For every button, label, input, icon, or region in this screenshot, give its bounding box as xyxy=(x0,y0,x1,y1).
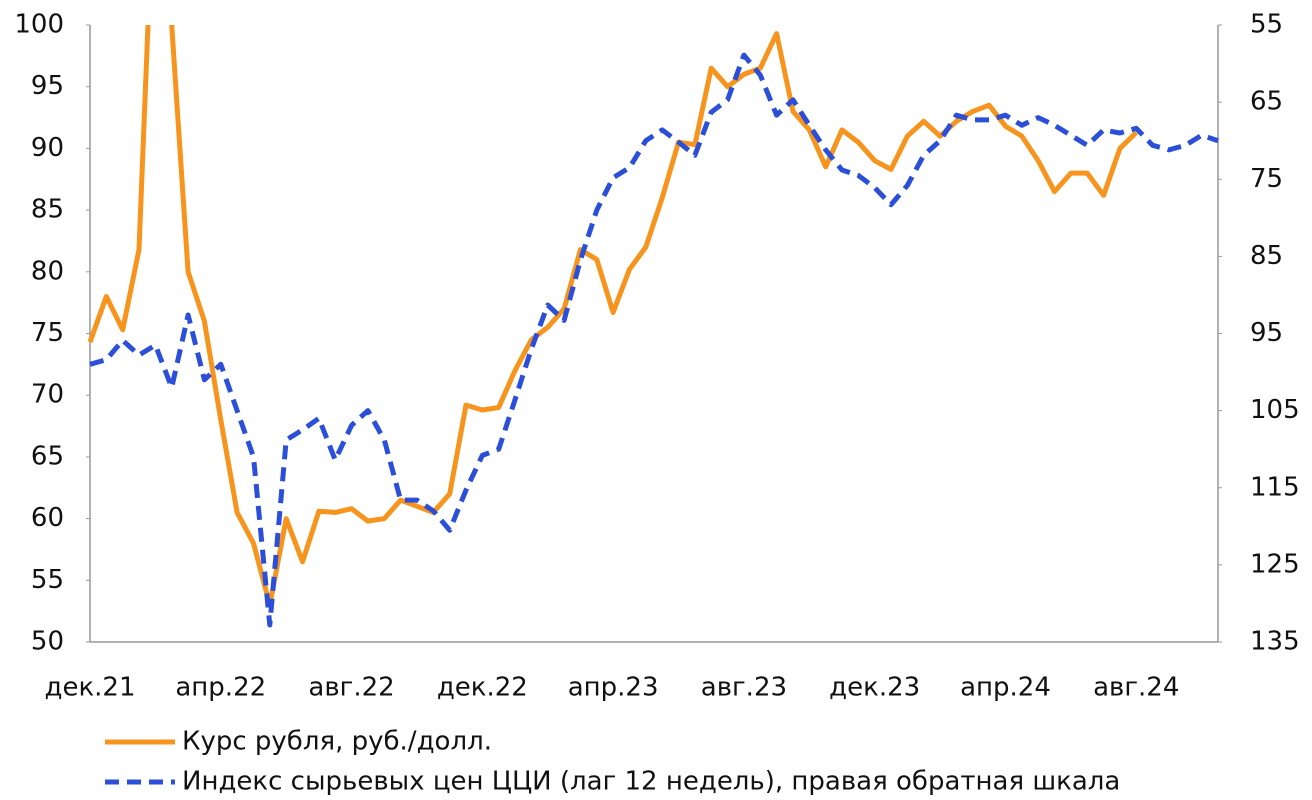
x-tick-label: апр.24 xyxy=(960,673,1051,703)
legend-label: Индекс сырьевых цен ЦЦИ (лаг 12 недель),… xyxy=(182,767,1120,797)
y2-tick-label: 105 xyxy=(1250,395,1300,425)
y2-tick-label: 135 xyxy=(1250,627,1300,657)
y-tick-label: 55 xyxy=(31,565,64,595)
x-tick-label: дек.23 xyxy=(829,673,920,703)
x-tick-label: дек.21 xyxy=(44,673,135,703)
plot-area xyxy=(88,25,1219,628)
y-tick-label: 65 xyxy=(31,441,64,471)
y2-tick-label: 65 xyxy=(1250,87,1283,117)
y-tick-label: 50 xyxy=(31,627,64,657)
y2-tick-label: 115 xyxy=(1250,472,1300,502)
y2-tick-label: 95 xyxy=(1250,318,1283,348)
y-tick-label: 95 xyxy=(31,71,64,101)
series-line xyxy=(89,52,1219,628)
x-tick-label: апр.22 xyxy=(175,673,266,703)
x-tick-label: авг.23 xyxy=(701,673,787,703)
y-tick-label: 85 xyxy=(31,195,64,225)
y-tick-label: 90 xyxy=(31,133,64,163)
y-tick-label: 80 xyxy=(31,256,64,286)
x-tick-label: авг.24 xyxy=(1093,673,1179,703)
y2-tick-label: 75 xyxy=(1250,164,1283,194)
y-tick-label: 75 xyxy=(31,318,64,348)
y-tick-label: 60 xyxy=(31,503,64,533)
y2-tick-label: 55 xyxy=(1250,10,1283,40)
y-tick-label: 70 xyxy=(31,380,64,410)
y2-tick-label: 125 xyxy=(1250,549,1300,579)
x-tick-label: дек.22 xyxy=(437,673,528,703)
series-line xyxy=(88,25,1139,608)
x-tick-label: апр.23 xyxy=(568,673,659,703)
y-tick-label: 100 xyxy=(14,10,64,40)
x-tick-label: авг.22 xyxy=(308,673,394,703)
legend-label: Курс рубля, руб./долл. xyxy=(182,727,492,757)
y2-tick-label: 85 xyxy=(1250,241,1283,271)
